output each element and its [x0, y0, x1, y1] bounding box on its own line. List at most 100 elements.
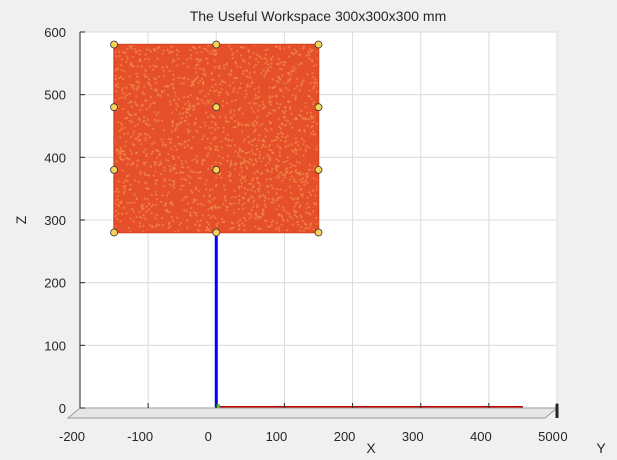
workspace-dot [229, 111, 232, 114]
workspace-dot [311, 72, 314, 75]
workspace-dot [119, 75, 122, 79]
workspace-dot [255, 160, 258, 163]
workspace-dot [261, 209, 265, 212]
workspace-dot [159, 94, 162, 97]
workspace-dot [242, 224, 246, 227]
workspace-dot [197, 171, 200, 175]
workspace-dot [139, 170, 142, 173]
workspace-dot [170, 200, 173, 204]
workspace-dot [258, 153, 261, 157]
workspace-dot [126, 132, 130, 135]
workspace-dot [147, 78, 151, 81]
workspace-dot [155, 113, 158, 116]
workspace-dot [273, 139, 276, 142]
workspace-dot [195, 199, 198, 202]
workspace-dot [278, 154, 282, 157]
workspace-dot [309, 168, 312, 171]
workspace-dot [270, 128, 273, 131]
workspace-dot [162, 89, 166, 92]
workspace-dot [132, 133, 135, 136]
workspace-dot [249, 76, 252, 79]
workspace-dot [128, 75, 131, 78]
workspace-dot [281, 173, 285, 177]
workspace-dot [310, 126, 313, 129]
workspace-dot [136, 137, 139, 140]
workspace-dot [286, 134, 289, 138]
workspace-dot [122, 107, 125, 111]
workspace-dot [122, 77, 125, 81]
workspace-dot [298, 53, 301, 56]
workspace-dot [264, 127, 267, 130]
workspace-dot [129, 83, 132, 86]
workspace-dot [129, 183, 132, 186]
workspace-dot [246, 123, 249, 126]
workspace-dot [199, 126, 202, 129]
workspace-dot [152, 127, 155, 130]
workspace-dot [302, 154, 305, 157]
workspace-dot [115, 68, 118, 71]
workspace-dot [187, 104, 191, 108]
workspace-dot [275, 208, 278, 211]
workspace-dot [232, 226, 235, 229]
workspace-dot [203, 69, 206, 72]
workspace-dot [134, 137, 137, 140]
workspace-dot [294, 51, 297, 55]
workspace-dot [254, 225, 257, 228]
workspace-dot [270, 201, 273, 204]
workspace-dot [241, 175, 244, 178]
workspace-dot [141, 216, 144, 219]
workspace-dot [130, 136, 133, 139]
workspace-dot [266, 170, 270, 173]
workspace-dot [164, 202, 167, 205]
workspace-dot [278, 226, 281, 229]
workspace-dot [117, 212, 120, 215]
workspace-dot [239, 86, 242, 90]
workspace-dot [154, 190, 157, 194]
workspace-dot [220, 88, 223, 91]
workspace-dot [265, 178, 268, 181]
workspace-dot [186, 108, 189, 111]
workspace-dot [297, 223, 300, 226]
workspace-dot [302, 230, 305, 233]
workspace-dot [121, 169, 124, 172]
workspace-dot [312, 103, 315, 106]
workspace-dot [226, 159, 229, 163]
workspace-dot [194, 186, 197, 189]
workspace-dot [199, 67, 202, 70]
workspace-dot [264, 145, 267, 148]
workspace-dot [306, 172, 309, 175]
workspace-dot [117, 205, 121, 208]
workspace-dot [269, 66, 272, 69]
workspace-dots [112, 43, 320, 234]
workspace-dot [294, 164, 297, 168]
workspace-dot [130, 105, 133, 108]
workspace-dot [214, 204, 217, 207]
workspace-dot [310, 98, 313, 101]
workspace-dot [202, 134, 205, 138]
workspace-dot [179, 143, 182, 146]
workspace-dot [197, 177, 201, 180]
workspace-dot [162, 74, 166, 77]
workspace-dot [251, 152, 255, 155]
workspace-dot [155, 156, 159, 159]
workspace-dot [149, 103, 152, 106]
workspace-dot [237, 227, 240, 231]
workspace-dot [168, 211, 171, 214]
workspace-dot [277, 117, 280, 120]
workspace-dot [241, 58, 245, 61]
workspace-dot [226, 155, 230, 158]
workspace-dot [299, 204, 302, 207]
workspace-dot [312, 202, 316, 205]
workspace-dot [284, 124, 287, 127]
workspace-dot [279, 61, 282, 64]
workspace-dot [264, 135, 267, 138]
workspace-dot [301, 192, 304, 196]
workspace-dot [303, 183, 306, 186]
workspace-dot [247, 135, 250, 138]
workspace-dot [290, 126, 294, 129]
workspace-dot [312, 101, 315, 104]
workspace-dot [275, 135, 278, 139]
workspace-dot [123, 188, 126, 191]
workspace-dot [189, 57, 192, 60]
workspace-dot [212, 115, 215, 119]
